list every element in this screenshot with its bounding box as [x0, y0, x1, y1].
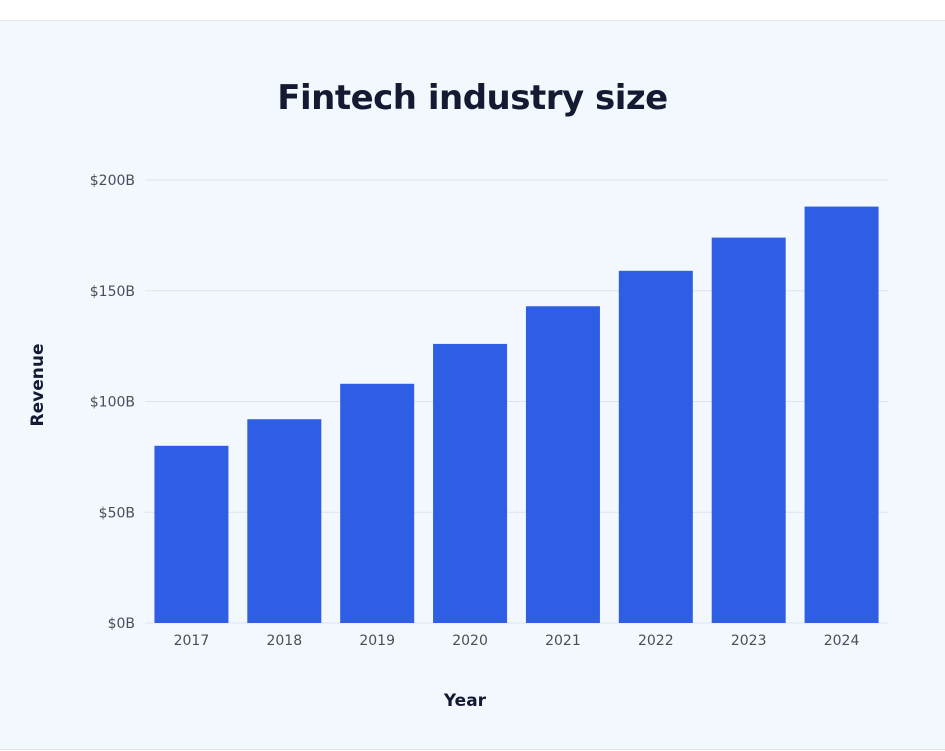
- x-axis-ticks: 2017 2018 2019 2020 2021 2022 2023 2024: [174, 633, 860, 649]
- x-axis-title: Year: [443, 691, 487, 711]
- y-tick-label: $100B: [90, 395, 135, 411]
- bar-2023: [711, 237, 786, 623]
- chart-title: Fintech industry size: [277, 78, 668, 118]
- x-tick-label: 2021: [545, 633, 581, 649]
- x-tick-label: 2020: [452, 633, 488, 649]
- y-tick-label: $0B: [108, 616, 135, 632]
- y-tick-label: $150B: [90, 284, 135, 300]
- x-tick-label: 2023: [731, 633, 767, 649]
- x-tick-label: 2017: [174, 633, 210, 649]
- bar-2020: [433, 343, 508, 623]
- bar-2022: [618, 270, 693, 623]
- x-tick-label: 2018: [266, 633, 302, 649]
- x-tick-label: 2024: [824, 633, 860, 649]
- bar-2017: [154, 445, 229, 623]
- x-tick-label: 2019: [359, 633, 395, 649]
- y-axis-title: Revenue: [28, 344, 48, 427]
- y-tick-label: $200B: [90, 173, 135, 189]
- bars: [154, 206, 879, 623]
- y-axis-ticks: $0B $50B $100B $150B $200B: [90, 173, 135, 632]
- bar-2018: [247, 419, 322, 623]
- y-tick-label: $50B: [99, 505, 135, 521]
- bar-2021: [525, 306, 600, 623]
- bar-2024: [804, 206, 879, 623]
- bar-2019: [340, 383, 415, 623]
- top-strip: [0, 0, 945, 21]
- x-tick-label: 2022: [638, 633, 674, 649]
